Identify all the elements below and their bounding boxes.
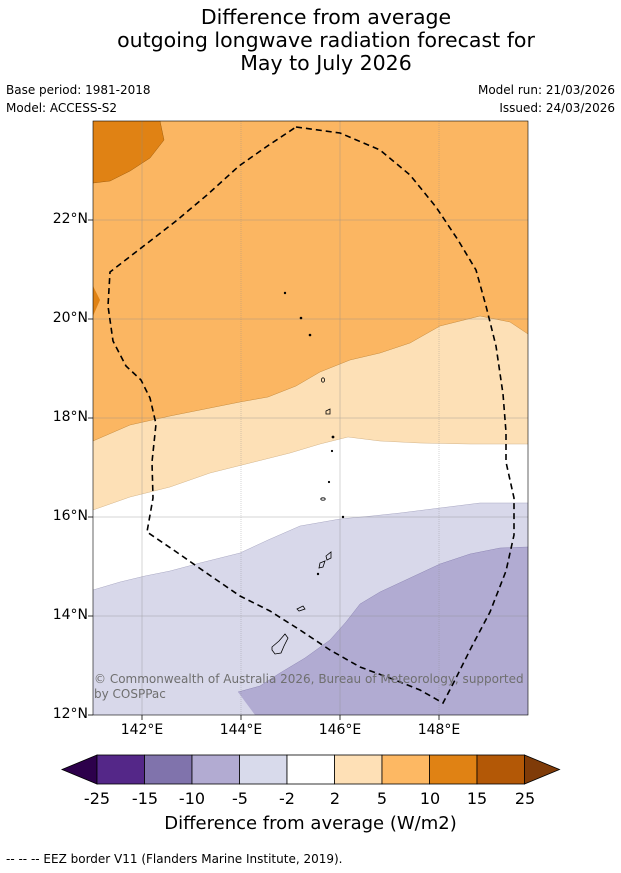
colorbar-tick: -25 [83,789,111,808]
colorbar-segment [286,754,335,785]
colorbar [60,754,561,785]
colorbar-segment [191,754,240,785]
colorbar-segment [96,754,145,785]
issued-date: Issued: 24/03/2026 [499,101,615,115]
colorbar-tick: 25 [514,789,536,808]
metadata-right: Model run: 21/03/2026 Issued: 24/03/2026 [478,81,615,117]
colorbar-tick: 10 [419,789,441,808]
region-neg-5-10 [238,547,528,715]
gridlines [93,121,528,715]
lon-label-146: 146°E [318,722,362,738]
region-pos-10-15 [93,121,164,183]
colorbar-tick: 15 [466,789,488,808]
axis-ticks [88,219,440,720]
lon-label-142: 142°E [120,722,164,738]
copyright-notice: © Commonwealth of Australia 2026, Bureau… [94,672,524,701]
region-pos-10-15-edge [93,286,100,316]
map-title: Difference from average outgoing longwav… [0,6,621,75]
lat-label-16: 16°N [52,508,88,524]
metadata-left: Base period: 1981-2018 Model: ACCESS-S2 [6,81,151,117]
colorbar-tick: 2 [329,789,341,808]
colorbar-tick: -15 [131,789,159,808]
base-period: Base period: 1981-2018 [6,83,151,97]
colorbar-segment [381,754,430,785]
title-line-1: Difference from average [200,5,452,29]
colorbar-tick: -2 [279,789,295,808]
lon-label-148: 148°E [417,722,461,738]
colorbar-segment [239,754,288,785]
lat-label-22: 22°N [52,211,88,227]
region-neutral [93,437,528,590]
eez-footnote: -- -- -- EEZ border V11 (Flanders Marine… [6,852,343,866]
colorbar-under-arrow [60,754,98,785]
lon-label-144: 144°E [219,722,263,738]
lat-label-12: 12°N [52,706,88,722]
lat-label-14: 14°N [52,607,88,623]
colorbar-tick: 5 [376,789,388,808]
island-outlines [271,291,345,655]
lat-label-20: 20°N [52,310,88,326]
colorbar-segment [476,754,525,785]
region-pos-5-10 [93,121,528,441]
contour-lines [93,121,528,693]
colorbar-segment [334,754,383,785]
lat-label-18: 18°N [52,409,88,425]
colorbar-over-arrow [524,754,561,785]
model-run: Model run: 21/03/2026 [477,83,615,97]
title-line-3: May to July 2026 [240,51,412,75]
colorbar-segment [144,754,193,785]
title-line-2: outgoing longwave radiation forecast for [117,28,535,52]
colorbar-tick: -5 [232,789,248,808]
colorbar-label: Difference from average (W/m2) [164,813,457,834]
colorbar-segment [429,754,478,785]
region-pos-2-5-upper [93,316,528,510]
eez-border [107,126,515,705]
anomaly-field [93,121,528,715]
model-name: Model: ACCESS-S2 [6,101,118,115]
colorbar-tick: -10 [178,789,206,808]
